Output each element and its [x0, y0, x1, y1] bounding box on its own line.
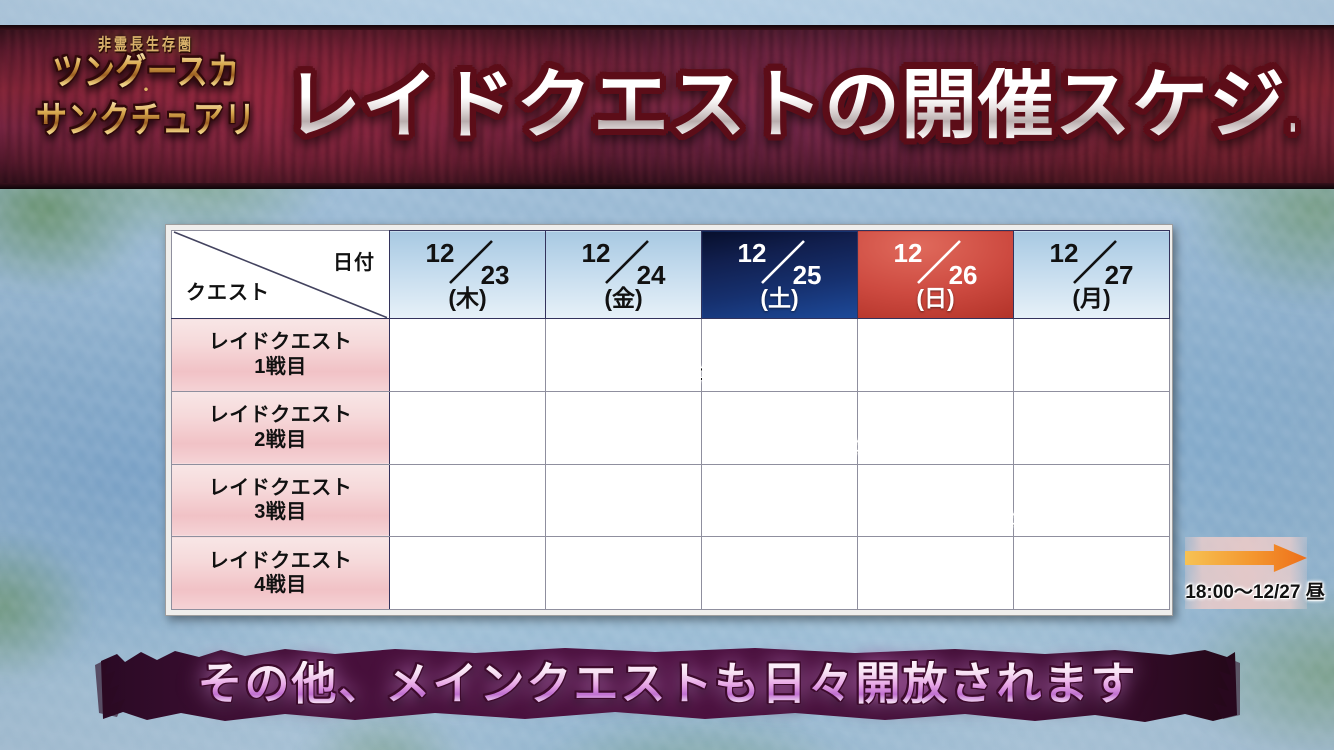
- day-month: 12: [581, 238, 611, 268]
- table-row: レイドクエスト 4戦目: [171, 536, 1325, 610]
- day-of-week: (金): [604, 285, 643, 311]
- day-number: 26: [948, 260, 978, 290]
- diagonal-divider-icon: [173, 231, 388, 319]
- title-banner: [0, 25, 1334, 189]
- day-month: 12: [893, 238, 923, 268]
- schedule-cell: 18:00〜 深夜: [389, 318, 810, 392]
- quest-name-line2: 2戦目: [254, 428, 307, 451]
- schedule-cell: 18:00〜 深夜: [389, 463, 1123, 538]
- date-slash-icon: [604, 240, 649, 284]
- quest-name-line1: レイドクエスト: [208, 549, 353, 572]
- schedule-cell: [545, 390, 702, 465]
- day-month: 12: [737, 238, 767, 268]
- title-banner-bottom-edge: [0, 183, 1334, 189]
- day-header-12-24: 12 24 (金): [545, 230, 702, 319]
- date-slash-icon: [1072, 240, 1117, 284]
- schedule-cell: [857, 318, 1014, 392]
- schedule-cell: [857, 390, 1014, 465]
- table-header-row: 日付 クエスト 12 23 (木): [171, 230, 1170, 319]
- day-of-week: (木): [448, 285, 487, 311]
- schedule-cell: [701, 463, 858, 538]
- day-number: 23: [480, 260, 510, 290]
- day-month: 12: [1049, 238, 1079, 268]
- schedule-table-frame: 日付 クエスト 12 23 (木): [165, 224, 1325, 616]
- title-banner-background: [0, 25, 1334, 189]
- schedule-cell: [545, 463, 702, 538]
- schedule-cell: [701, 390, 858, 465]
- game-logo: 非霊長生存圏 ツングースカ ・ サンクチュアリ: [26, 35, 266, 138]
- schedule-cell: [857, 463, 1014, 538]
- quest-name-line2: 4戦目: [254, 574, 307, 597]
- day-of-week: (日): [916, 285, 955, 311]
- footer-banner: その他、メインクエストも日々開放されます: [95, 645, 1240, 727]
- day-header-12-25: 12 25 (土): [701, 230, 858, 319]
- quest-name-line1: レイドクエスト: [208, 476, 353, 499]
- day-header-12-26: 12 26 (日): [857, 230, 1014, 319]
- day-number: 24: [636, 260, 666, 290]
- day-header-12-23: 12 23 (木): [389, 230, 546, 319]
- quest-name-line1: レイドクエスト: [208, 404, 353, 427]
- date-slash-icon: [760, 240, 805, 284]
- schedule-cell: 18:00〜 深夜: [389, 390, 967, 465]
- logo-title-line2: サンクチュアリ: [26, 101, 266, 138]
- table-row: レイドクエスト 3戦目: [171, 463, 1170, 538]
- logo-subtitle: 非霊長生存圏: [97, 35, 194, 54]
- page-title: レイドクエストの開催スケジュール: [285, 68, 1334, 144]
- logo-title-line1: ツングースカ: [26, 53, 266, 90]
- day-of-week: (土): [760, 285, 799, 311]
- footer-note: その他、メインクエストも日々開放されます: [95, 661, 1240, 706]
- corner-quest-label: クエスト: [186, 282, 270, 304]
- day-number: 27: [1104, 260, 1134, 290]
- table-corner-cell: 日付 クエスト: [171, 230, 390, 319]
- title-banner-top-edge: [0, 25, 1334, 30]
- schedule-cell: [1013, 390, 1170, 465]
- day-number: 25: [792, 260, 822, 290]
- schedule-cell: [857, 536, 1014, 610]
- quest-label-3: レイドクエスト 3戦目: [171, 463, 390, 538]
- table-row: レイドクエスト 2戦目: [171, 390, 1170, 465]
- schedule-cell: 18:00〜12/27 昼: [389, 536, 1325, 610]
- day-month: 12: [425, 238, 455, 268]
- day-header-12-27: 12 27 (月): [1013, 230, 1170, 319]
- table-row: レイドクエスト 1戦目: [171, 318, 1170, 392]
- schedule-cell: [701, 318, 858, 392]
- schedule-table: 日付 クエスト 12 23 (木): [171, 230, 1325, 610]
- quest-label-1: レイドクエスト 1戦目: [171, 318, 390, 392]
- quest-name-line1: レイドクエスト: [208, 331, 353, 354]
- schedule-cell: [1013, 536, 1170, 610]
- quest-name-line2: 3戦目: [254, 501, 307, 524]
- corner-date-label: 日付: [333, 252, 375, 274]
- day-of-week: (月): [1072, 285, 1111, 311]
- schedule-cell: [1013, 463, 1170, 538]
- footer-brush-stroke: [95, 648, 1240, 722]
- schedule-cell: [545, 318, 702, 392]
- date-slash-icon: [448, 240, 493, 284]
- quest-label-4: レイドクエスト 4戦目: [171, 536, 390, 610]
- schedule-cell: [701, 536, 858, 610]
- schedule-cell: [545, 536, 702, 610]
- date-slash-icon: [916, 240, 961, 284]
- schedule-cell: [1013, 318, 1170, 392]
- title-banner-texture: [0, 25, 1334, 189]
- quest-label-2: レイドクエスト 2戦目: [171, 390, 390, 465]
- quest-name-line2: 1戦目: [254, 355, 307, 378]
